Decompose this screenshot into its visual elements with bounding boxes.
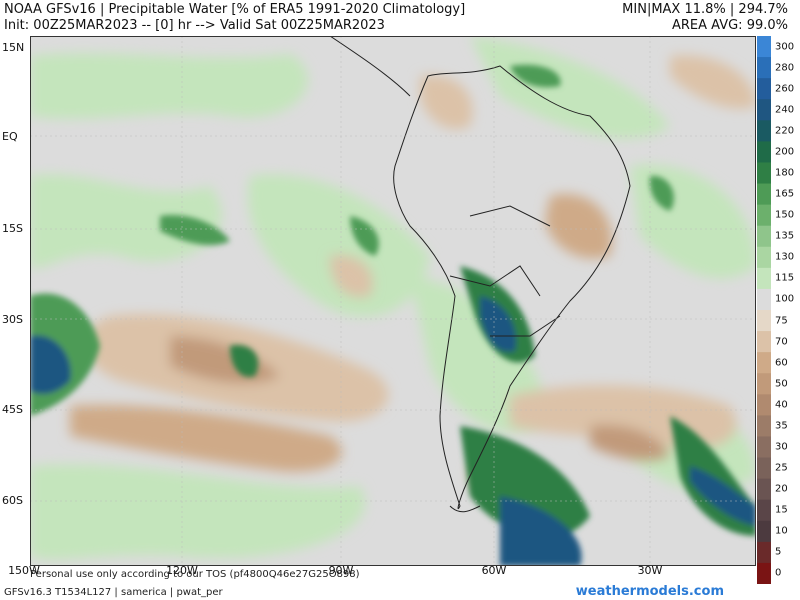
colorbar-tick-label: 70 (775, 336, 788, 348)
colorbar-swatch (757, 267, 771, 290)
lat-label: 30S (2, 313, 23, 326)
colorbar-swatch (757, 225, 771, 248)
colorbar-swatch (757, 436, 771, 459)
lat-label: 15S (2, 222, 23, 235)
colorbar-tick-label: 25 (775, 462, 788, 474)
colorbar-tick-label: 50 (775, 378, 788, 390)
colorbar-swatch (757, 78, 771, 100)
colorbar-swatch (757, 499, 771, 522)
min-max-stat: MIN|MAX 11.8% | 294.7% (622, 2, 788, 17)
colorbar-tick-label: 20 (775, 483, 788, 495)
colorbar-tick-label: 60 (775, 357, 788, 369)
colorbar-swatch (757, 415, 771, 437)
colorbar-tick-label: 180 (775, 167, 795, 179)
colorbar (757, 36, 771, 584)
colorbar-tick-label: 5 (775, 546, 782, 558)
map-frame (30, 36, 756, 566)
colorbar-swatch (757, 246, 771, 269)
colorbar-tick-label: 100 (775, 293, 795, 305)
map-title: NOAA GFSv16 | Precipitable Water [% of E… (4, 2, 466, 17)
lon-label: 60W (481, 564, 507, 577)
map-init-valid: Init: 00Z25MAR2023 -- [0] hr --> Valid S… (4, 18, 385, 33)
coastlines (329, 36, 631, 513)
colorbar-swatch (757, 288, 771, 311)
colorbar-tick-label: 240 (775, 104, 795, 116)
area-avg-stat: AREA AVG: 99.0% (671, 18, 788, 33)
precipitable-water-map (30, 36, 756, 566)
colorbar-tick-label: 300 (775, 41, 795, 53)
colorbar-swatch (757, 520, 771, 543)
colorbar-tick-label: 130 (775, 251, 795, 263)
colorbar-tick-label: 150 (775, 209, 795, 221)
lon-label: 150W (8, 564, 40, 577)
lon-label: 120W (166, 564, 198, 577)
colorbar-tick-label: 0 (775, 567, 782, 579)
colorbar-swatch (757, 141, 771, 163)
colorbar-swatch (757, 120, 771, 142)
colorbar-tick-label: 200 (775, 146, 795, 158)
colorbar-swatch (757, 183, 771, 206)
map-stats-block: MIN|MAX 11.8% | 294.7% AREA AVG: 99.0% (622, 2, 788, 34)
colorbar-tick-label: 260 (775, 83, 795, 95)
colorbar-swatch (757, 352, 771, 374)
lat-label: EQ (2, 130, 18, 143)
colorbar-swatch (757, 478, 771, 501)
colorbar-swatch (757, 99, 771, 121)
lon-label: 90W (328, 564, 354, 577)
colorbar-swatch (757, 457, 771, 480)
colorbar-tick-label: 135 (775, 230, 795, 242)
map-title-block: NOAA GFSv16 | Precipitable Water [% of E… (4, 2, 465, 34)
colorbar-swatch (757, 394, 771, 416)
colorbar-swatch (757, 310, 771, 332)
lat-label: 45S (2, 403, 23, 416)
colorbar-swatch (757, 162, 771, 185)
colorbar-tick-label: 75 (775, 315, 788, 327)
colorbar-tick-label: 220 (775, 125, 795, 137)
graticule (30, 36, 756, 566)
colorbar-tick-label: 280 (775, 62, 795, 74)
colorbar-swatch (757, 331, 771, 353)
colorbar-swatch (757, 204, 771, 227)
colorbar-swatch (757, 373, 771, 395)
lon-label: 30W (637, 564, 663, 577)
colorbar-tick-label: 40 (775, 399, 788, 411)
colorbar-tick-label: 15 (775, 504, 788, 516)
tos-notice: Personal use only according to our TOS (… (30, 569, 360, 580)
colorbar-tick-label: 35 (775, 420, 788, 432)
colorbar-tick-label: 10 (775, 525, 788, 537)
model-info: GFSv16.3 T1534L127 | samerica | pwat_per (4, 587, 223, 598)
colorbar-swatch (757, 541, 771, 564)
colorbar-tick-label: 30 (775, 441, 788, 453)
colorbar-swatch (757, 562, 771, 584)
colorbar-swatch (757, 36, 771, 58)
colorbar-swatch (757, 57, 771, 79)
lat-label: 15N (2, 41, 25, 54)
colorbar-tick-label: 165 (775, 188, 795, 200)
field-above-normal-strong (30, 64, 756, 566)
colorbar-tick-label: 115 (775, 272, 795, 284)
brand-link[interactable]: weathermodels.com (575, 584, 724, 599)
lat-label: 60S (2, 494, 23, 507)
